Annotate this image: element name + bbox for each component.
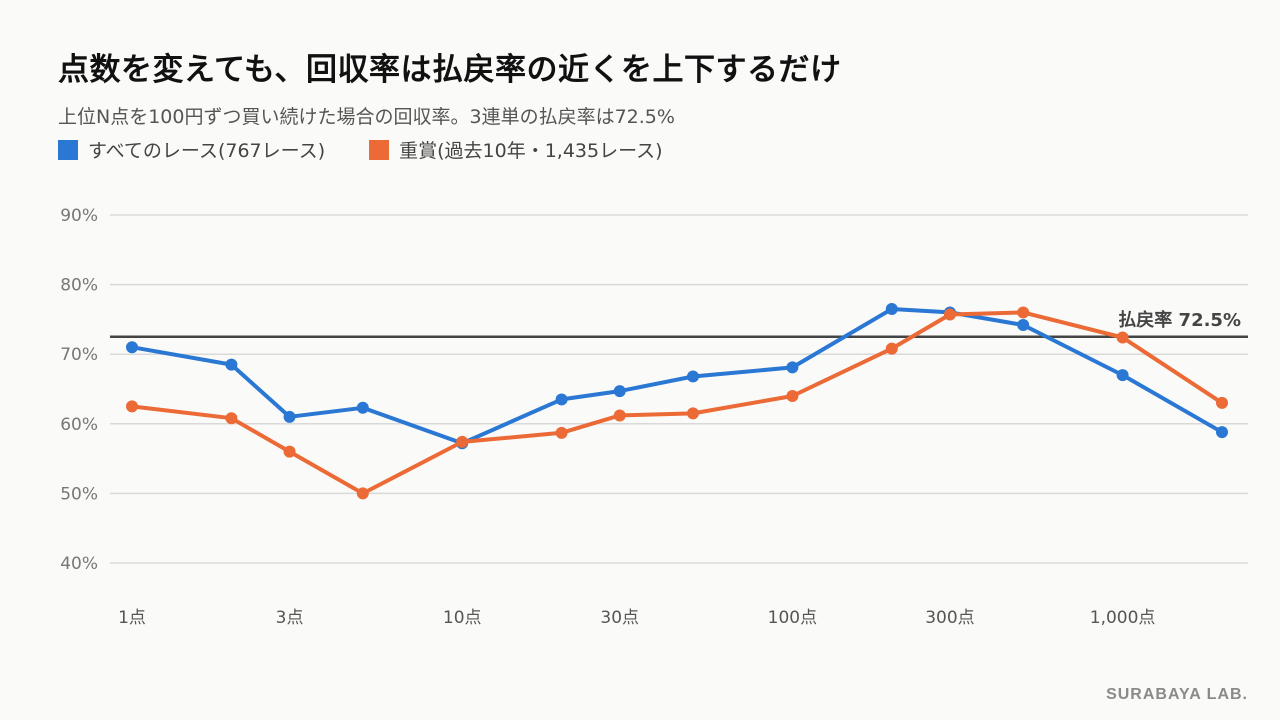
data-point-all (1116, 369, 1129, 382)
data-point-graded (283, 445, 296, 458)
data-point-all (225, 358, 238, 371)
chart-subtitle: 上位N点を100円ずつ買い続けた場合の回収率。3連単の払戻率は72.5% (58, 106, 675, 128)
data-point-all (686, 370, 699, 383)
series-line-all (130, 307, 1224, 446)
legend-swatch-graded (369, 139, 390, 160)
data-point-graded (126, 400, 138, 413)
data-point-graded (456, 435, 469, 448)
x-tick-label: 10点 (443, 608, 482, 628)
y-tick-label: 90% (60, 206, 98, 226)
legend-label-all: すべてのレース(767レース) (88, 140, 326, 162)
data-point-graded (885, 342, 898, 355)
reference-line-label: 払戻率 72.5% (1118, 309, 1241, 331)
x-tick-label: 300点 (925, 608, 974, 628)
data-point-graded (555, 426, 568, 439)
data-point-graded (356, 487, 369, 500)
data-point-graded (1017, 306, 1030, 319)
x-tick-label: 1点 (118, 608, 146, 628)
y-tick-label: 40% (60, 554, 98, 574)
legend-swatch-all (58, 139, 78, 160)
legend-label-graded: 重賞(過去10年・1,435レース) (399, 140, 663, 162)
y-tick-label: 80% (60, 276, 98, 296)
x-tick-label: 30点 (600, 608, 639, 628)
data-point-all (126, 341, 138, 354)
data-point-graded (1116, 331, 1129, 344)
x-tick-label: 3点 (276, 608, 304, 628)
data-point-all (885, 302, 898, 315)
legend-item-graded: 重賞(過去10年・1,435レース) (369, 136, 663, 163)
data-point-all (555, 393, 568, 406)
data-point-graded (225, 412, 238, 425)
legend: すべてのレース(767レース) 重賞(過去10年・1,435レース) (58, 136, 663, 163)
y-tick-label: 50% (60, 484, 98, 504)
data-point-graded (943, 308, 956, 321)
data-point-all (613, 385, 626, 398)
x-tick-label: 100点 (768, 608, 817, 628)
footer-brand: SURABAYA LAB. (1106, 686, 1248, 703)
data-point-all (1017, 318, 1030, 331)
series-line-graded (130, 310, 1224, 496)
y-tick-label: 70% (60, 345, 98, 365)
data-point-all (283, 410, 296, 423)
data-point-graded (1216, 396, 1228, 409)
data-point-all (1216, 426, 1228, 439)
data-point-graded (786, 389, 799, 402)
y-tick-label: 60% (60, 415, 98, 435)
data-point-all (786, 361, 799, 374)
x-tick-label: 1,000点 (1090, 608, 1156, 628)
data-point-graded (613, 409, 626, 422)
chart-title: 点数を変えても、回収率は払戻率の近くを上下するだけ (58, 52, 842, 88)
legend-item-all: すべてのレース(767レース) (58, 136, 325, 163)
data-point-graded (686, 407, 699, 420)
data-point-all (356, 401, 369, 414)
